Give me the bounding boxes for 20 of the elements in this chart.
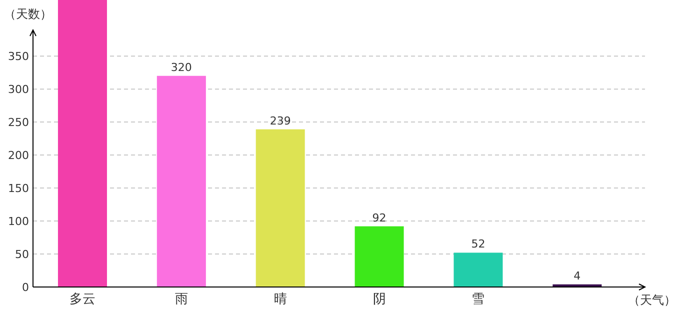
xlabel: （天气） (628, 293, 676, 307)
ytick: 350 (8, 50, 29, 64)
value-label: 52 (471, 238, 486, 251)
ytick: 300 (8, 83, 29, 96)
ytick: 250 (8, 116, 29, 130)
xtick: 雨 (174, 292, 188, 307)
ytick: 50 (15, 248, 29, 261)
value-label: 92 (372, 211, 386, 224)
xtick: 多云 (69, 292, 96, 307)
ytick: 100 (8, 215, 29, 228)
ytick: 200 (8, 149, 29, 162)
value-label: 4 (574, 269, 581, 282)
value-label: 239 (270, 114, 291, 128)
ytick: 0 (22, 281, 29, 294)
ytick: 150 (8, 182, 29, 196)
xtick: 雪 (472, 292, 485, 307)
ylabel: （天数） (4, 7, 52, 21)
xtick: 阴 (372, 292, 386, 307)
value-label: 320 (170, 60, 192, 74)
xtick: 晴 (274, 292, 287, 307)
